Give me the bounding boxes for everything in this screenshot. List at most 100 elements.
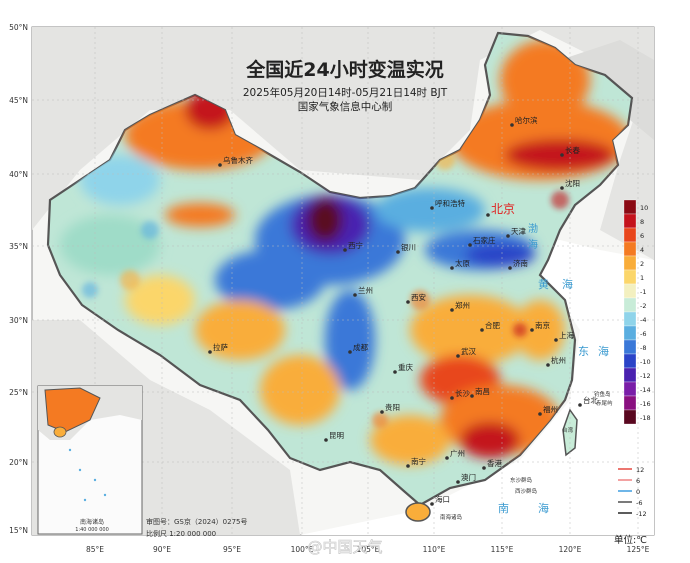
- city-marker: 澳门: [456, 472, 476, 484]
- city-label: 南宁: [411, 456, 426, 466]
- latitude-label: 20°N: [9, 458, 28, 467]
- city-marker: 合肥: [480, 320, 500, 332]
- city-label: 昆明: [329, 431, 344, 440]
- island-label: 东沙群岛: [510, 476, 533, 484]
- legend-value: -2: [640, 302, 646, 310]
- latitude-labels: 50°N 45°N 40°N 35°N 30°N 25°N 20°N 15°N: [9, 23, 28, 535]
- sea-label: 黄: [538, 277, 549, 291]
- city-marker: 海口: [430, 494, 450, 506]
- latitude-label: 25°N: [9, 388, 28, 397]
- line-legend-label: 0: [636, 488, 640, 496]
- sea-labels: 渤海黄 海东 海南海: [498, 222, 609, 515]
- color-legend: 10 8 6 4 2 1 -1 -2 -4 -6 -8 -10 -12 -14 -16 -18: [623, 199, 651, 425]
- longitude-label: 100°E: [291, 545, 314, 554]
- city-marker: 成都: [348, 342, 368, 354]
- city-marker: 广州: [445, 448, 465, 460]
- south-china-sea-inset: 南海诸岛 1:40 000 000: [37, 385, 143, 535]
- longitude-label: 125°E: [627, 545, 650, 554]
- longitude-labels: 85°E 90°E 95°E 100°E 105°E 110°E 115°E 120°E 125…: [86, 545, 650, 554]
- longitude-label: 105°E: [357, 545, 380, 554]
- city-marker: 太原: [450, 258, 470, 270]
- city-label: 重庆: [398, 362, 413, 372]
- sea-label: 渤: [528, 222, 538, 235]
- city-label: 北京: [491, 202, 515, 216]
- city-label: 合肥: [485, 320, 500, 330]
- city-label: 杭州: [551, 355, 566, 365]
- city-label: 济南: [513, 258, 528, 268]
- island-label: 西沙群岛: [515, 487, 538, 495]
- legend-swatch: [623, 395, 637, 411]
- legend-swatch: [623, 409, 637, 425]
- line-legend-label: 12: [636, 466, 644, 474]
- city-marker: 台北: [578, 395, 598, 407]
- sea-label: 东: [578, 345, 589, 358]
- legend-value: -8: [640, 344, 646, 352]
- legend-value: -14: [640, 386, 651, 394]
- city-label: 沈阳: [565, 178, 580, 188]
- graticule: [32, 27, 654, 535]
- city-marker: 南京: [530, 320, 550, 332]
- inset-scale: 1:40 000 000: [75, 527, 109, 533]
- city-label: 天津: [511, 227, 526, 236]
- city-marker: 香港: [482, 458, 502, 470]
- sea-label: 海: [562, 277, 573, 291]
- legend-swatch: [623, 353, 637, 369]
- legend-swatch: [623, 227, 637, 243]
- legend-value: -18: [640, 414, 651, 422]
- legend-value: 1: [640, 274, 644, 282]
- city-label: 贵阳: [385, 402, 400, 412]
- city-marker: 济南: [508, 258, 528, 270]
- map-subtitle: 2025年05月20日14时-05月21日14时 BJT: [243, 86, 448, 99]
- city-marker: 呼和浩特: [430, 198, 465, 210]
- city-label: 长沙: [455, 388, 470, 398]
- map-title: 全国近24小时变温实况: [245, 58, 443, 81]
- legend-value: 6: [640, 232, 644, 240]
- latitude-label: 40°N: [9, 170, 28, 179]
- latitude-label: 35°N: [9, 242, 28, 251]
- legend-swatch: [623, 367, 637, 383]
- city-marker: 南昌: [470, 386, 490, 398]
- city-label: 银川: [401, 243, 416, 252]
- legend-value: -6: [640, 330, 646, 338]
- legend-swatch: [623, 213, 637, 229]
- city-label: 太原: [455, 258, 470, 268]
- legend-swatch: [623, 339, 637, 355]
- city-marker: 银川: [396, 243, 416, 254]
- legend-swatch: [623, 283, 637, 299]
- inset-title: 南海诸岛: [80, 518, 104, 526]
- city-label: 澳门: [461, 472, 476, 482]
- city-marker: 拉萨: [208, 342, 228, 354]
- city-marker: 天津: [506, 227, 526, 238]
- legend-value: -1: [640, 288, 646, 296]
- city-label: 兰州: [358, 285, 373, 295]
- city-marker: 石家庄: [468, 235, 496, 247]
- city-label: 乌鲁木齐: [223, 155, 253, 165]
- line-legend-label: -6: [636, 499, 642, 507]
- city-marker: 北京: [486, 202, 515, 217]
- city-marker: 西安: [406, 292, 426, 304]
- line-legend-label: 6: [636, 477, 640, 485]
- island-label: 钓鱼岛: [594, 390, 611, 398]
- sea-label: 海: [528, 238, 538, 251]
- legend-swatch: [623, 297, 637, 313]
- legend-value: -10: [640, 358, 651, 366]
- city-label: 西安: [411, 292, 426, 302]
- city-label: 海口: [435, 494, 450, 504]
- city-marker: 长沙: [450, 388, 470, 400]
- city-label: 长春: [565, 145, 580, 155]
- city-marker: 昆明: [324, 431, 344, 442]
- city-label: 香港: [487, 458, 502, 468]
- city-marker: 兰州: [353, 285, 373, 297]
- city-label: 西宁: [348, 240, 363, 250]
- city-marker: 西宁: [343, 240, 363, 252]
- legend-swatch: [623, 255, 637, 271]
- city-marker: 重庆: [393, 362, 413, 374]
- sea-label: 海: [538, 501, 549, 515]
- line-legend-label: -12: [636, 510, 647, 518]
- longitude-label: 110°E: [423, 545, 446, 554]
- map-approval-number: 审图号：GS京（2024）0275号: [146, 517, 248, 526]
- map-producer: 国家气象信息中心制: [298, 100, 393, 113]
- map-scale: 比例尺 1:20 000 000: [146, 529, 216, 538]
